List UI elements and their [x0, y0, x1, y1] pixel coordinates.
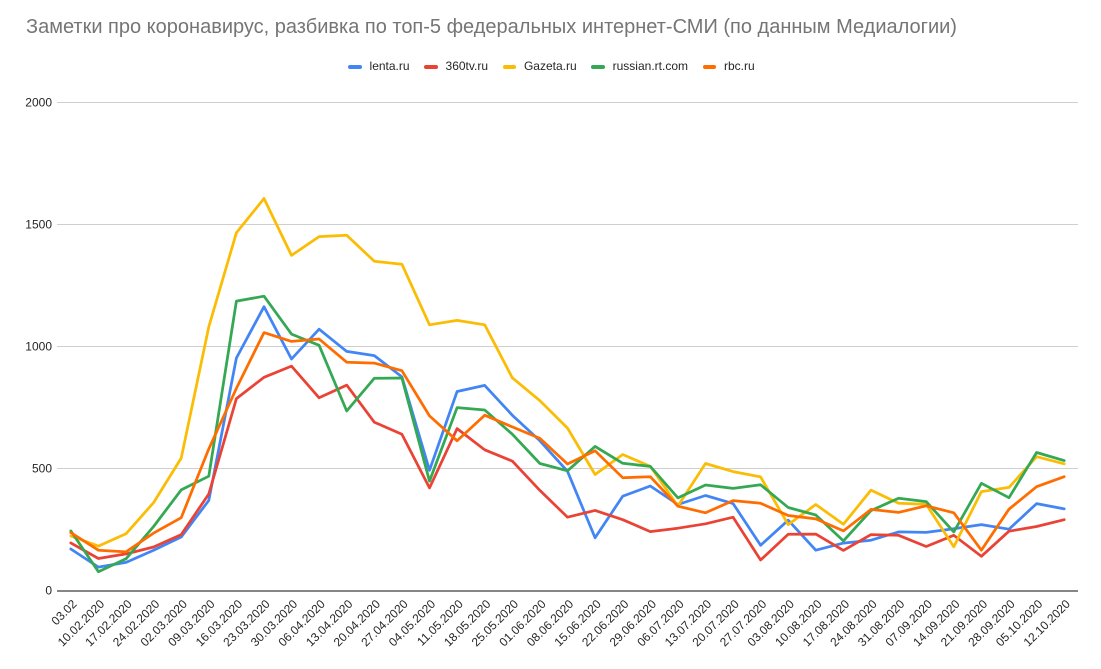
- svg-text:2000: 2000: [25, 95, 52, 109]
- svg-text:1500: 1500: [25, 217, 52, 231]
- svg-text:500: 500: [32, 462, 52, 476]
- svg-text:1000: 1000: [25, 340, 52, 354]
- svg-text:0: 0: [45, 584, 52, 598]
